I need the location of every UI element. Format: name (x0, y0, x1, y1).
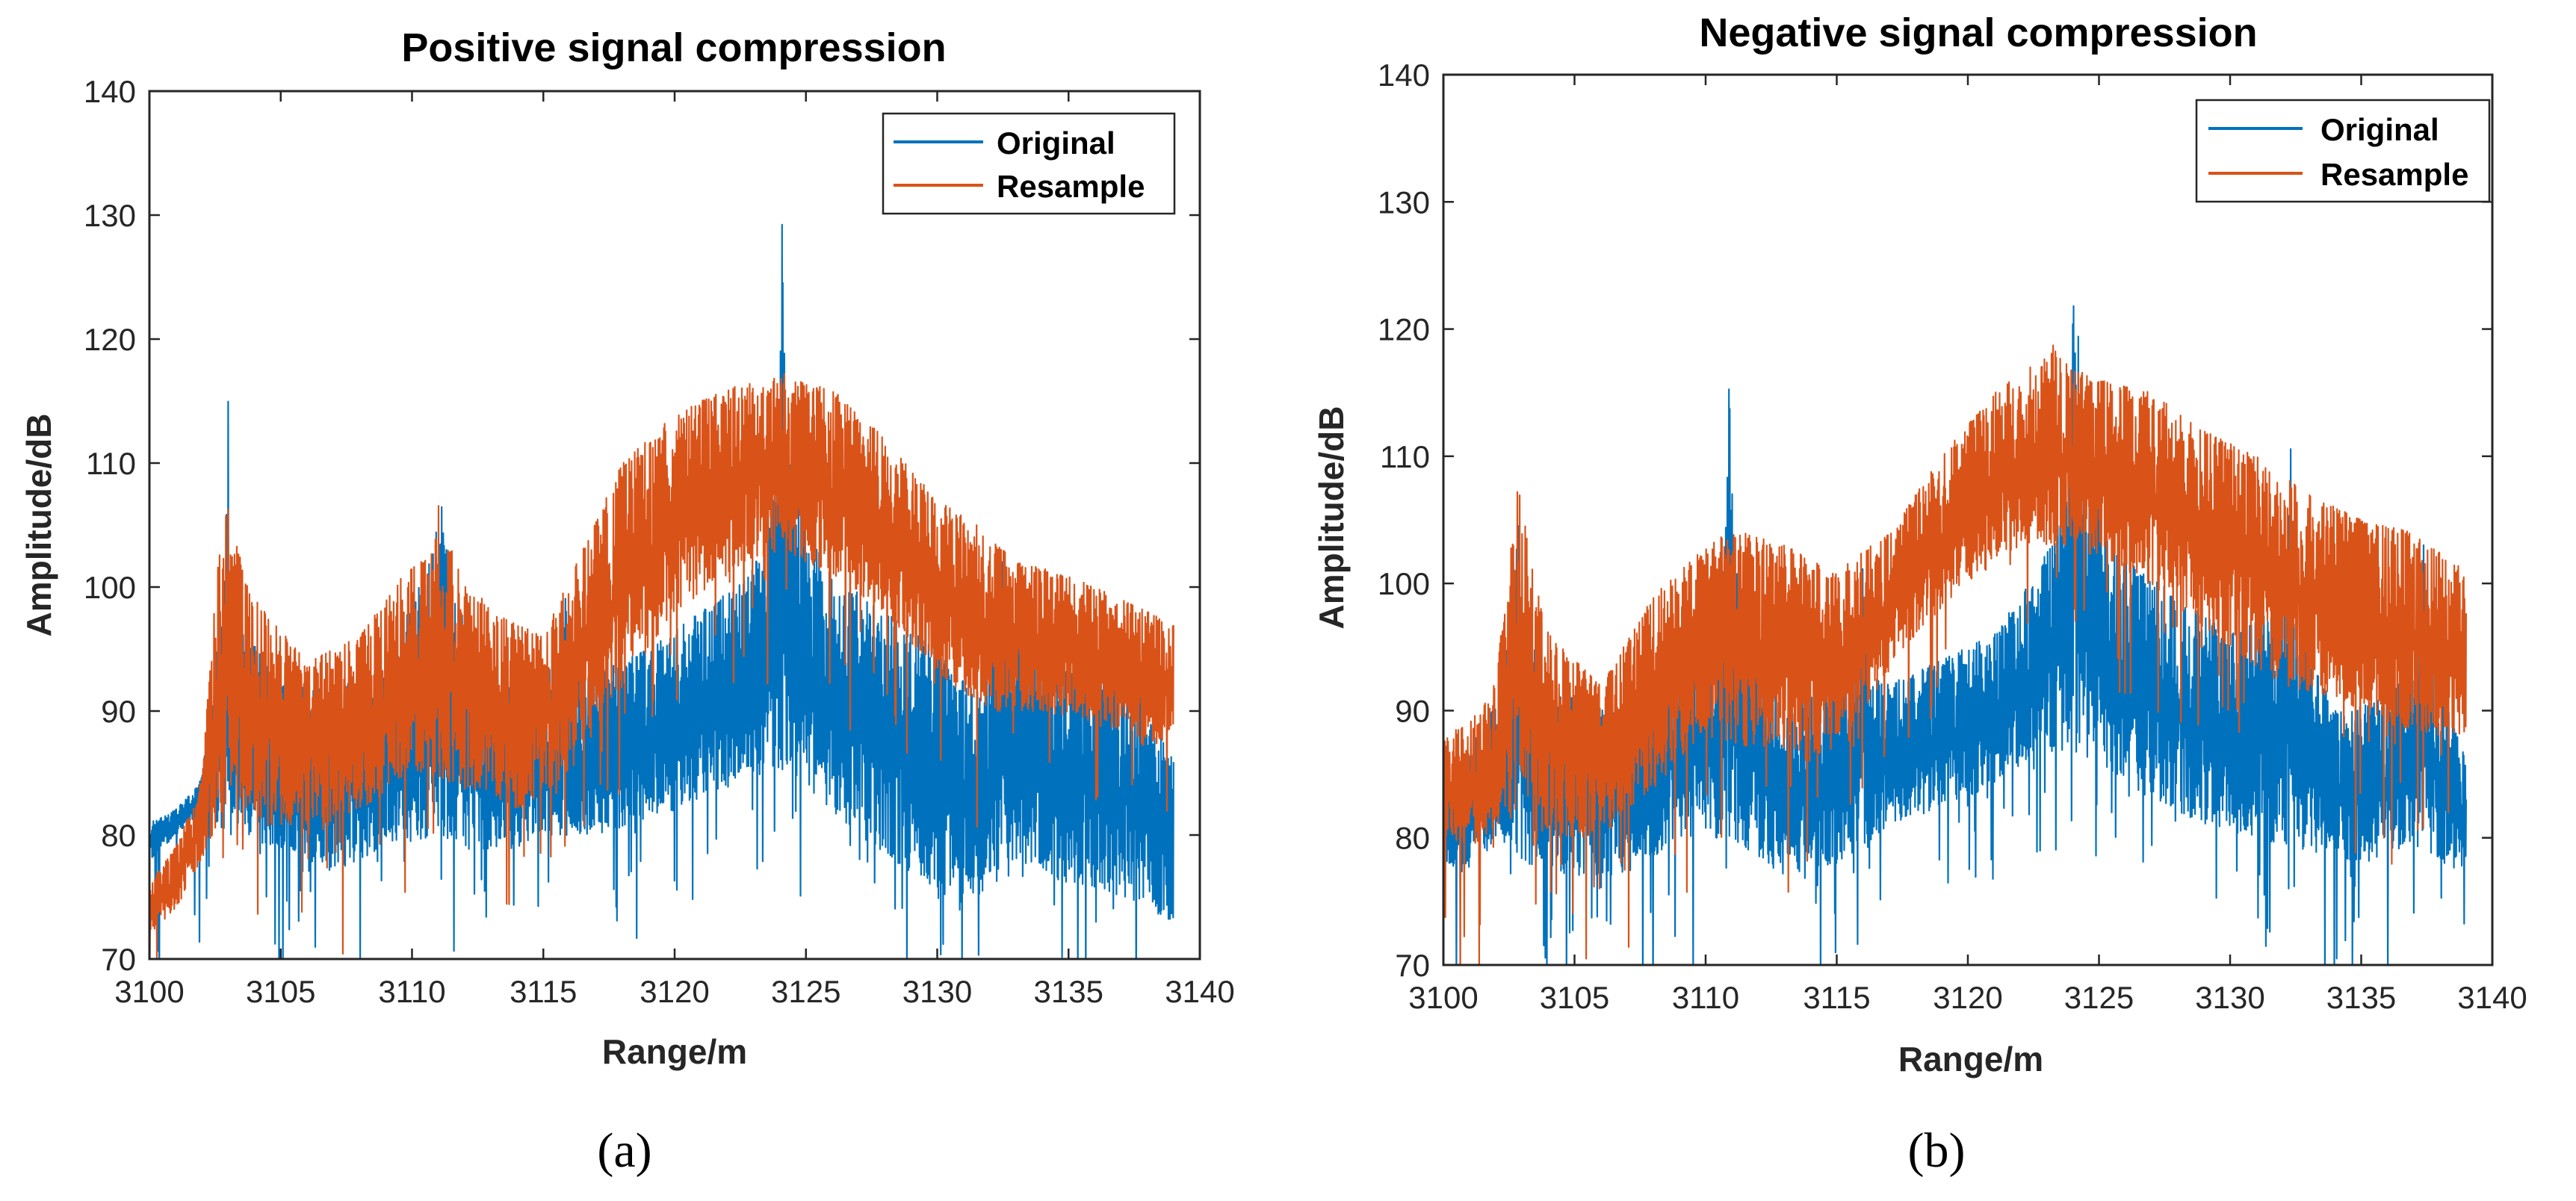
x-axis-label: Range/m (1898, 1040, 2043, 1079)
y-tick-label: 140 (1378, 58, 1430, 93)
legend-box (2195, 99, 2491, 203)
x-tick-label: 3120 (640, 974, 709, 1009)
series-layer (149, 223, 1174, 959)
x-tick-label: 3125 (771, 974, 840, 1009)
axis-ticks: 3100 3105 3110 3115 3120 3125 3130 3135 3140 70 80… (84, 74, 1235, 1009)
legend-label-resample: Resample (997, 169, 1145, 204)
y-tick-label: 70 (1395, 948, 1430, 983)
x-tick-label: 3100 (1408, 980, 1478, 1015)
y-tick-label: 140 (84, 74, 136, 109)
y-tick-label: 130 (1378, 184, 1430, 220)
chart-title: Positive signal compression (401, 25, 946, 70)
x-tick-label: 3100 (114, 974, 184, 1009)
panel-caption: (a) (597, 1123, 651, 1178)
chart-title: Negative signal compression (1699, 10, 2257, 55)
series-layer (1443, 305, 2467, 965)
x-tick-label: 3135 (2326, 980, 2396, 1015)
x-tick-label: 3125 (2064, 980, 2134, 1015)
x-tick-label: 3130 (902, 974, 972, 1009)
y-tick-label: 90 (101, 694, 136, 729)
y-tick-label: 120 (1378, 312, 1430, 347)
legend: Original Resample (2195, 99, 2491, 203)
legend-label-original: Original (997, 125, 1115, 161)
y-tick-label: 100 (84, 570, 136, 605)
y-tick-label: 120 (84, 322, 136, 357)
y-tick-label: 80 (101, 818, 136, 853)
series-line-resample (1443, 344, 2467, 965)
x-tick-label: 3135 (1034, 974, 1103, 1009)
y-tick-label: 110 (86, 446, 136, 481)
legend-label-resample: Resample (2320, 157, 2468, 192)
x-tick-label: 3105 (1540, 980, 1609, 1015)
x-tick-label: 3140 (2457, 980, 2527, 1015)
series-line-resample (149, 373, 1174, 959)
x-tick-label: 3110 (1672, 980, 1739, 1015)
legend: Original Resample (882, 112, 1176, 215)
plot-frame (148, 90, 1201, 961)
x-tick-label: 3115 (1803, 980, 1870, 1015)
panel-caption: (b) (1908, 1123, 1966, 1178)
x-axis-label: Range/m (602, 1032, 747, 1071)
y-tick-label: 80 (1395, 821, 1430, 856)
y-axis-label: Amplitude/dB (19, 414, 58, 637)
x-tick-label: 3120 (1933, 980, 2002, 1015)
axis-ticks: 3100 3105 3110 3115 3120 3125 3130 3135 3140 70 80… (1378, 58, 2527, 1015)
x-tick-label: 3115 (510, 974, 577, 1009)
panel-a: Positive signal compression 3100 3105 3110… (19, 25, 1235, 1178)
panel-b: Negative signal compression 3100 3105 3110… (1312, 10, 2527, 1178)
x-tick-label: 3110 (378, 974, 445, 1009)
y-tick-label: 130 (84, 198, 136, 233)
legend-box (882, 112, 1176, 215)
plot-frame (1442, 73, 2494, 966)
y-axis-label: Amplitude/dB (1312, 406, 1351, 630)
legend-label-original: Original (2320, 112, 2439, 147)
x-tick-label: 3105 (246, 974, 315, 1009)
y-tick-label: 110 (1380, 439, 1430, 474)
y-tick-label: 100 (1378, 566, 1430, 601)
y-tick-label: 70 (101, 942, 136, 977)
x-tick-label: 3140 (1165, 974, 1234, 1009)
y-tick-label: 90 (1395, 693, 1430, 728)
x-tick-label: 3130 (2195, 980, 2264, 1015)
